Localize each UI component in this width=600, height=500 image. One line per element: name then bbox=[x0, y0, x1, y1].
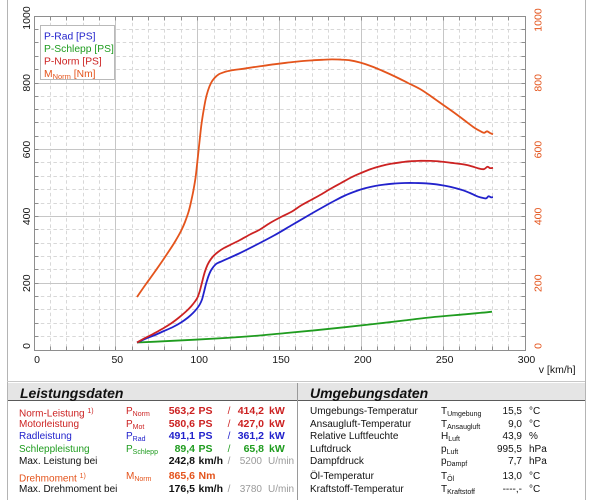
svg-text:800: 800 bbox=[533, 74, 545, 92]
svg-text:800: 800 bbox=[21, 74, 33, 92]
svg-text:400: 400 bbox=[21, 207, 33, 225]
svg-text:0: 0 bbox=[34, 354, 40, 366]
svg-text:200: 200 bbox=[533, 274, 545, 292]
svg-text:P-Norm [PS]: P-Norm [PS] bbox=[44, 57, 102, 68]
svg-text:600: 600 bbox=[533, 141, 545, 159]
svg-text:100: 100 bbox=[190, 354, 208, 366]
svg-text:400: 400 bbox=[533, 207, 545, 225]
svg-text:200: 200 bbox=[21, 274, 33, 292]
svg-text:P-Schlepp [PS]: P-Schlepp [PS] bbox=[44, 44, 114, 55]
svg-text:1000: 1000 bbox=[533, 8, 545, 32]
svg-text:v [km/h]: v [km/h] bbox=[539, 364, 576, 376]
svg-text:P-Rad [PS]: P-Rad [PS] bbox=[44, 32, 96, 43]
svg-text:600: 600 bbox=[21, 141, 33, 159]
svg-text:200: 200 bbox=[354, 354, 372, 366]
svg-text:300: 300 bbox=[518, 354, 536, 366]
svg-text:0: 0 bbox=[21, 343, 33, 349]
svg-text:1000: 1000 bbox=[21, 6, 33, 30]
svg-text:150: 150 bbox=[272, 354, 290, 366]
svg-text:250: 250 bbox=[436, 354, 454, 366]
svg-text:50: 50 bbox=[111, 354, 123, 366]
svg-text:0: 0 bbox=[533, 343, 545, 349]
svg-text:MNorm [Nm]: MNorm [Nm] bbox=[44, 69, 96, 81]
